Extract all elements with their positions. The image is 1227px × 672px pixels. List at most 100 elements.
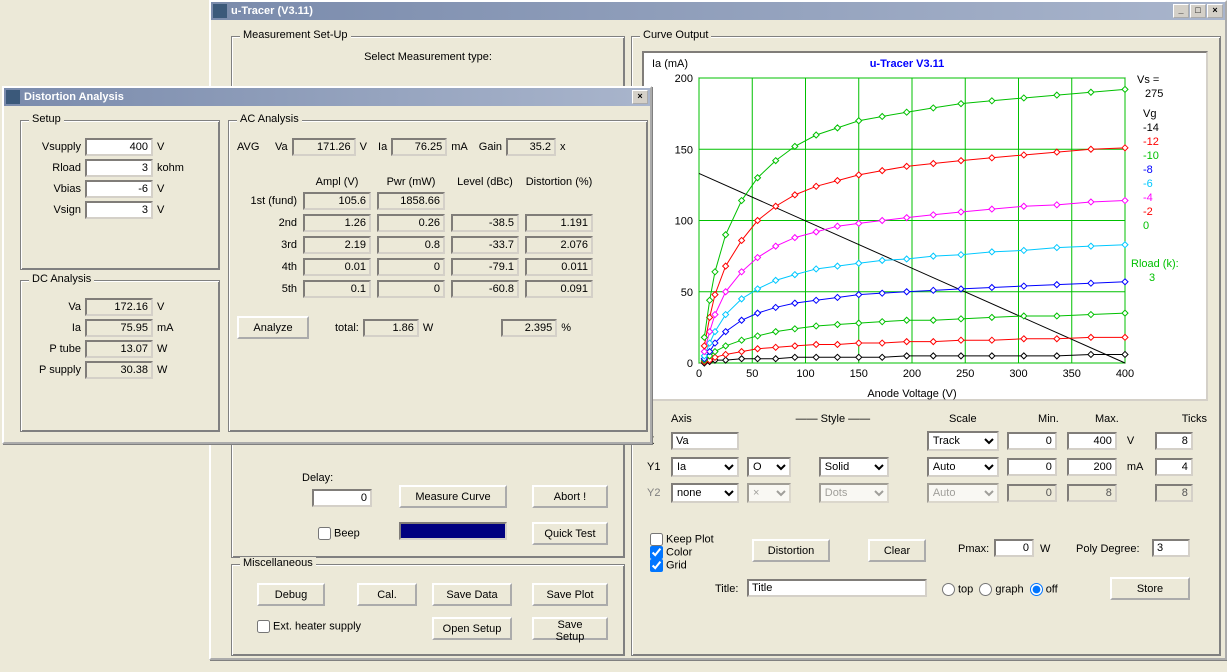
ac-label: AC Analysis [237, 113, 302, 125]
distortion-button[interactable]: Distortion [752, 539, 830, 562]
y1-axis-select[interactable]: Ia [671, 457, 739, 477]
harm-pwr [377, 280, 445, 298]
total-dist-output [501, 319, 557, 337]
y2-axis-select[interactable]: none [671, 483, 739, 503]
y2-marker-select: × [747, 483, 791, 503]
curve-output-group: Curve Output u-Tracer V3.11Ia (mA)050100… [631, 36, 1221, 656]
color-checkbox[interactable] [650, 546, 663, 559]
x-scale-select[interactable]: Track [927, 431, 999, 451]
vsign-input[interactable] [85, 201, 153, 219]
abort-button[interactable]: Abort ! [532, 485, 608, 508]
gain-output [506, 138, 556, 156]
main-titlebar[interactable]: u-Tracer (V3.11) _ □ × [211, 2, 1225, 20]
svg-text:-10: -10 [1143, 150, 1159, 162]
store-button[interactable]: Store [1110, 577, 1190, 600]
x-axis-input[interactable] [671, 432, 739, 450]
svg-text:-4: -4 [1143, 192, 1153, 204]
y1-max-input[interactable] [1067, 458, 1117, 476]
save-plot-button[interactable]: Save Plot [532, 583, 608, 606]
rload-input[interactable] [85, 159, 153, 177]
svg-text:300: 300 [1009, 368, 1027, 380]
svg-text:Vg: Vg [1143, 108, 1156, 120]
title-input[interactable] [747, 579, 927, 597]
minimize-icon[interactable]: _ [1173, 4, 1189, 18]
svg-text:-8: -8 [1143, 164, 1153, 176]
y1-marker-select[interactable]: O [747, 457, 791, 477]
harm-ampl [303, 258, 371, 276]
svg-text:Ia (mA): Ia (mA) [652, 58, 688, 70]
clear-button[interactable]: Clear [868, 539, 926, 562]
y2-ticks-input [1155, 484, 1193, 502]
svg-text:Vs =: Vs = [1137, 74, 1159, 86]
harmonic-row: 4th [237, 258, 639, 276]
distortion-close-icon[interactable]: × [632, 90, 648, 104]
avg-va-output [292, 138, 356, 156]
measurement-setup-label: Measurement Set-Up [240, 29, 351, 41]
dc-ia-output [85, 319, 153, 337]
svg-text:50: 50 [746, 368, 758, 380]
keep-plot-checkbox[interactable] [650, 533, 663, 546]
y1-line-select[interactable]: Solid [819, 457, 889, 477]
close-icon[interactable]: × [1207, 4, 1223, 18]
harm-pwr [377, 236, 445, 254]
ext-heater-checkbox[interactable] [257, 620, 270, 633]
title-label: Title: [715, 583, 738, 595]
y2-max-input [1067, 484, 1117, 502]
y1-ticks-input[interactable] [1155, 458, 1193, 476]
harm-ampl [303, 236, 371, 254]
beep-checkbox[interactable] [318, 527, 331, 540]
axis-y1-row: Y1 Ia O Solid Auto mA [644, 455, 1210, 479]
open-setup-button[interactable]: Open Setup [432, 617, 512, 640]
pmax-input[interactable] [994, 539, 1034, 557]
analyze-button[interactable]: Analyze [237, 316, 309, 339]
dc-analysis-group: DC Analysis VaV IamA P tubeW P supplyW [20, 280, 220, 432]
harm-dist [525, 214, 593, 232]
main-title: u-Tracer (V3.11) [231, 5, 313, 17]
harm-pwr [377, 258, 445, 276]
distortion-title: Distortion Analysis [24, 91, 124, 103]
delay-label: Delay: [302, 472, 333, 484]
delay-input[interactable] [312, 489, 372, 507]
y2-min-input [1007, 484, 1057, 502]
app-icon [213, 4, 227, 18]
cal-button[interactable]: Cal. [357, 583, 417, 606]
pmax-label: Pmax: [958, 543, 989, 555]
svg-text:0: 0 [687, 358, 693, 370]
y1-min-input[interactable] [1007, 458, 1057, 476]
y1-scale-select[interactable]: Auto [927, 457, 999, 477]
harm-ampl [303, 280, 371, 298]
svg-text:400: 400 [1116, 368, 1134, 380]
maximize-icon[interactable]: □ [1190, 4, 1206, 18]
setup-group: Setup VsupplyV Rloadkohm VbiasV VsignV [20, 120, 220, 270]
harm-dist [525, 236, 593, 254]
harm-pwr [377, 214, 445, 232]
grid-checkbox[interactable] [650, 559, 663, 572]
debug-button[interactable]: Debug [257, 583, 325, 606]
svg-text:250: 250 [956, 368, 974, 380]
x-min-input[interactable] [1007, 432, 1057, 450]
quick-test-button[interactable]: Quick Test [532, 522, 608, 545]
svg-text:150: 150 [675, 144, 693, 156]
harmonic-row: 3rd [237, 236, 639, 254]
save-data-button[interactable]: Save Data [432, 583, 512, 606]
harm-level [451, 236, 519, 254]
title-pos-radios: top graph off [942, 583, 1058, 596]
svg-text:Anode Voltage (V): Anode Voltage (V) [867, 388, 956, 400]
vbias-input[interactable] [85, 180, 153, 198]
title-top-radio[interactable] [942, 583, 955, 596]
poly-degree-input[interactable] [1152, 539, 1190, 557]
distortion-titlebar[interactable]: Distortion Analysis × [4, 88, 650, 106]
progress-bar [399, 522, 507, 540]
harmonic-row: 5th [237, 280, 639, 298]
harmonic-row: 2nd [237, 214, 639, 232]
x-max-input[interactable] [1067, 432, 1117, 450]
svg-text:u-Tracer V3.11: u-Tracer V3.11 [870, 58, 945, 70]
vsupply-input[interactable] [85, 138, 153, 156]
measure-curve-button[interactable]: Measure Curve [399, 485, 507, 508]
dc-label: DC Analysis [29, 273, 94, 285]
title-off-radio[interactable] [1030, 583, 1043, 596]
save-setup-button[interactable]: Save Setup [532, 617, 608, 640]
chart-svg: u-Tracer V3.11Ia (mA)0501001502002503003… [644, 53, 1210, 403]
title-graph-radio[interactable] [979, 583, 992, 596]
x-ticks-input[interactable] [1155, 432, 1193, 450]
